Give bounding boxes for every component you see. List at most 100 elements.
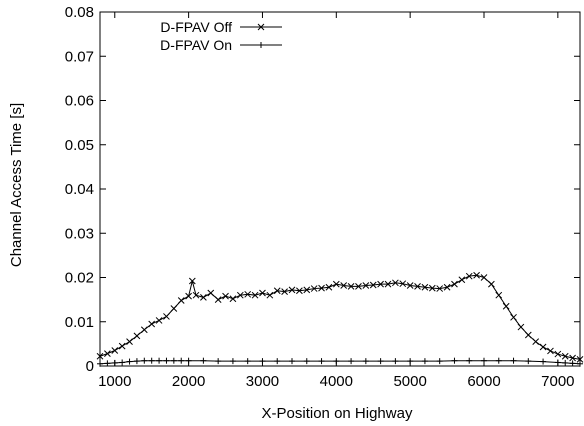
data-point xyxy=(289,358,295,365)
data-point xyxy=(428,284,436,292)
data-point xyxy=(540,358,547,365)
data-point xyxy=(178,357,185,364)
data-point xyxy=(140,326,148,334)
data-point xyxy=(185,357,192,364)
plot-frame xyxy=(99,11,581,367)
data-point xyxy=(495,291,503,299)
data-point xyxy=(458,276,466,284)
data-point xyxy=(163,357,170,364)
legend-marker xyxy=(258,42,264,48)
data-point xyxy=(524,331,532,339)
data-point xyxy=(443,283,451,291)
y-tick-label: 0.06 xyxy=(65,93,94,110)
data-point xyxy=(547,347,554,355)
data-point xyxy=(525,358,532,365)
data-point xyxy=(554,359,561,366)
data-point xyxy=(177,297,185,304)
data-point xyxy=(436,285,444,292)
legend: D-FPAV Off D-FPAV On xyxy=(160,19,282,53)
data-point xyxy=(347,282,355,290)
y-axis-label: Channel Access Time [s] xyxy=(8,103,25,267)
legend-label: D-FPAV On xyxy=(160,37,232,53)
data-point xyxy=(421,358,428,365)
data-point xyxy=(104,350,111,357)
data-point xyxy=(377,358,384,365)
y-tick-label: 0.05 xyxy=(65,137,94,154)
x-axis-label: X-Position on Highway xyxy=(262,405,413,422)
y-tick-label: 0.01 xyxy=(65,314,94,331)
data-point xyxy=(569,354,576,362)
data-point xyxy=(288,286,296,294)
data-point xyxy=(451,280,458,288)
data-point xyxy=(502,302,510,310)
data-point xyxy=(369,281,377,289)
data-point xyxy=(532,338,540,346)
data-point xyxy=(148,357,155,364)
data-point xyxy=(170,357,177,364)
data-point xyxy=(259,358,266,365)
data-point xyxy=(466,357,473,364)
data-point xyxy=(332,280,340,288)
data-point xyxy=(156,357,163,364)
data-point xyxy=(481,357,487,364)
x-tick-label: 6000 xyxy=(467,373,500,390)
data-point xyxy=(473,271,480,279)
data-point xyxy=(236,291,244,299)
data-point xyxy=(259,289,266,297)
data-point xyxy=(392,279,399,287)
data-point xyxy=(141,357,148,364)
y-tick-label: 0.08 xyxy=(65,4,94,21)
data-point xyxy=(148,320,156,328)
data-point xyxy=(170,305,178,312)
data-point xyxy=(229,295,237,303)
data-point xyxy=(569,360,576,367)
data-point xyxy=(229,358,236,365)
data-point xyxy=(333,358,340,365)
data-point xyxy=(318,358,325,365)
data-point xyxy=(399,280,407,288)
data-point xyxy=(377,280,384,288)
data-point xyxy=(539,343,547,351)
data-point xyxy=(266,291,274,299)
data-point xyxy=(495,357,502,364)
data-point xyxy=(325,283,333,291)
data-point xyxy=(318,284,325,292)
data-point xyxy=(207,289,215,297)
data-point xyxy=(510,357,517,364)
data-point xyxy=(215,358,222,365)
data-point xyxy=(451,357,458,364)
series-0 xyxy=(96,271,584,363)
data-point xyxy=(436,358,443,365)
series-layer xyxy=(96,271,584,367)
data-point xyxy=(104,360,111,367)
data-point xyxy=(465,272,473,280)
data-point xyxy=(421,283,429,291)
data-point xyxy=(362,358,369,365)
data-point xyxy=(296,287,303,295)
data-point xyxy=(133,358,140,365)
x-tick-label: 2000 xyxy=(172,373,205,390)
data-point xyxy=(111,359,118,366)
x-tick-label: 4000 xyxy=(320,373,353,390)
data-point xyxy=(340,282,348,289)
data-point xyxy=(97,360,103,367)
y-tick-label: 0 xyxy=(86,358,94,375)
data-point xyxy=(414,282,421,290)
data-point xyxy=(362,282,370,289)
data-point xyxy=(119,359,126,366)
x-tick-label: 5000 xyxy=(393,373,426,390)
data-point xyxy=(281,288,288,296)
data-point xyxy=(554,350,562,358)
data-point xyxy=(480,274,488,281)
x-tick-label: 7000 xyxy=(541,373,574,390)
data-point xyxy=(185,292,192,300)
data-point xyxy=(407,358,414,365)
data-point xyxy=(118,342,126,350)
data-point xyxy=(111,347,119,354)
x-tick-label: 1000 xyxy=(98,373,131,390)
data-point xyxy=(200,294,207,301)
data-point xyxy=(244,290,252,298)
data-point xyxy=(96,352,104,360)
data-point xyxy=(576,356,584,363)
